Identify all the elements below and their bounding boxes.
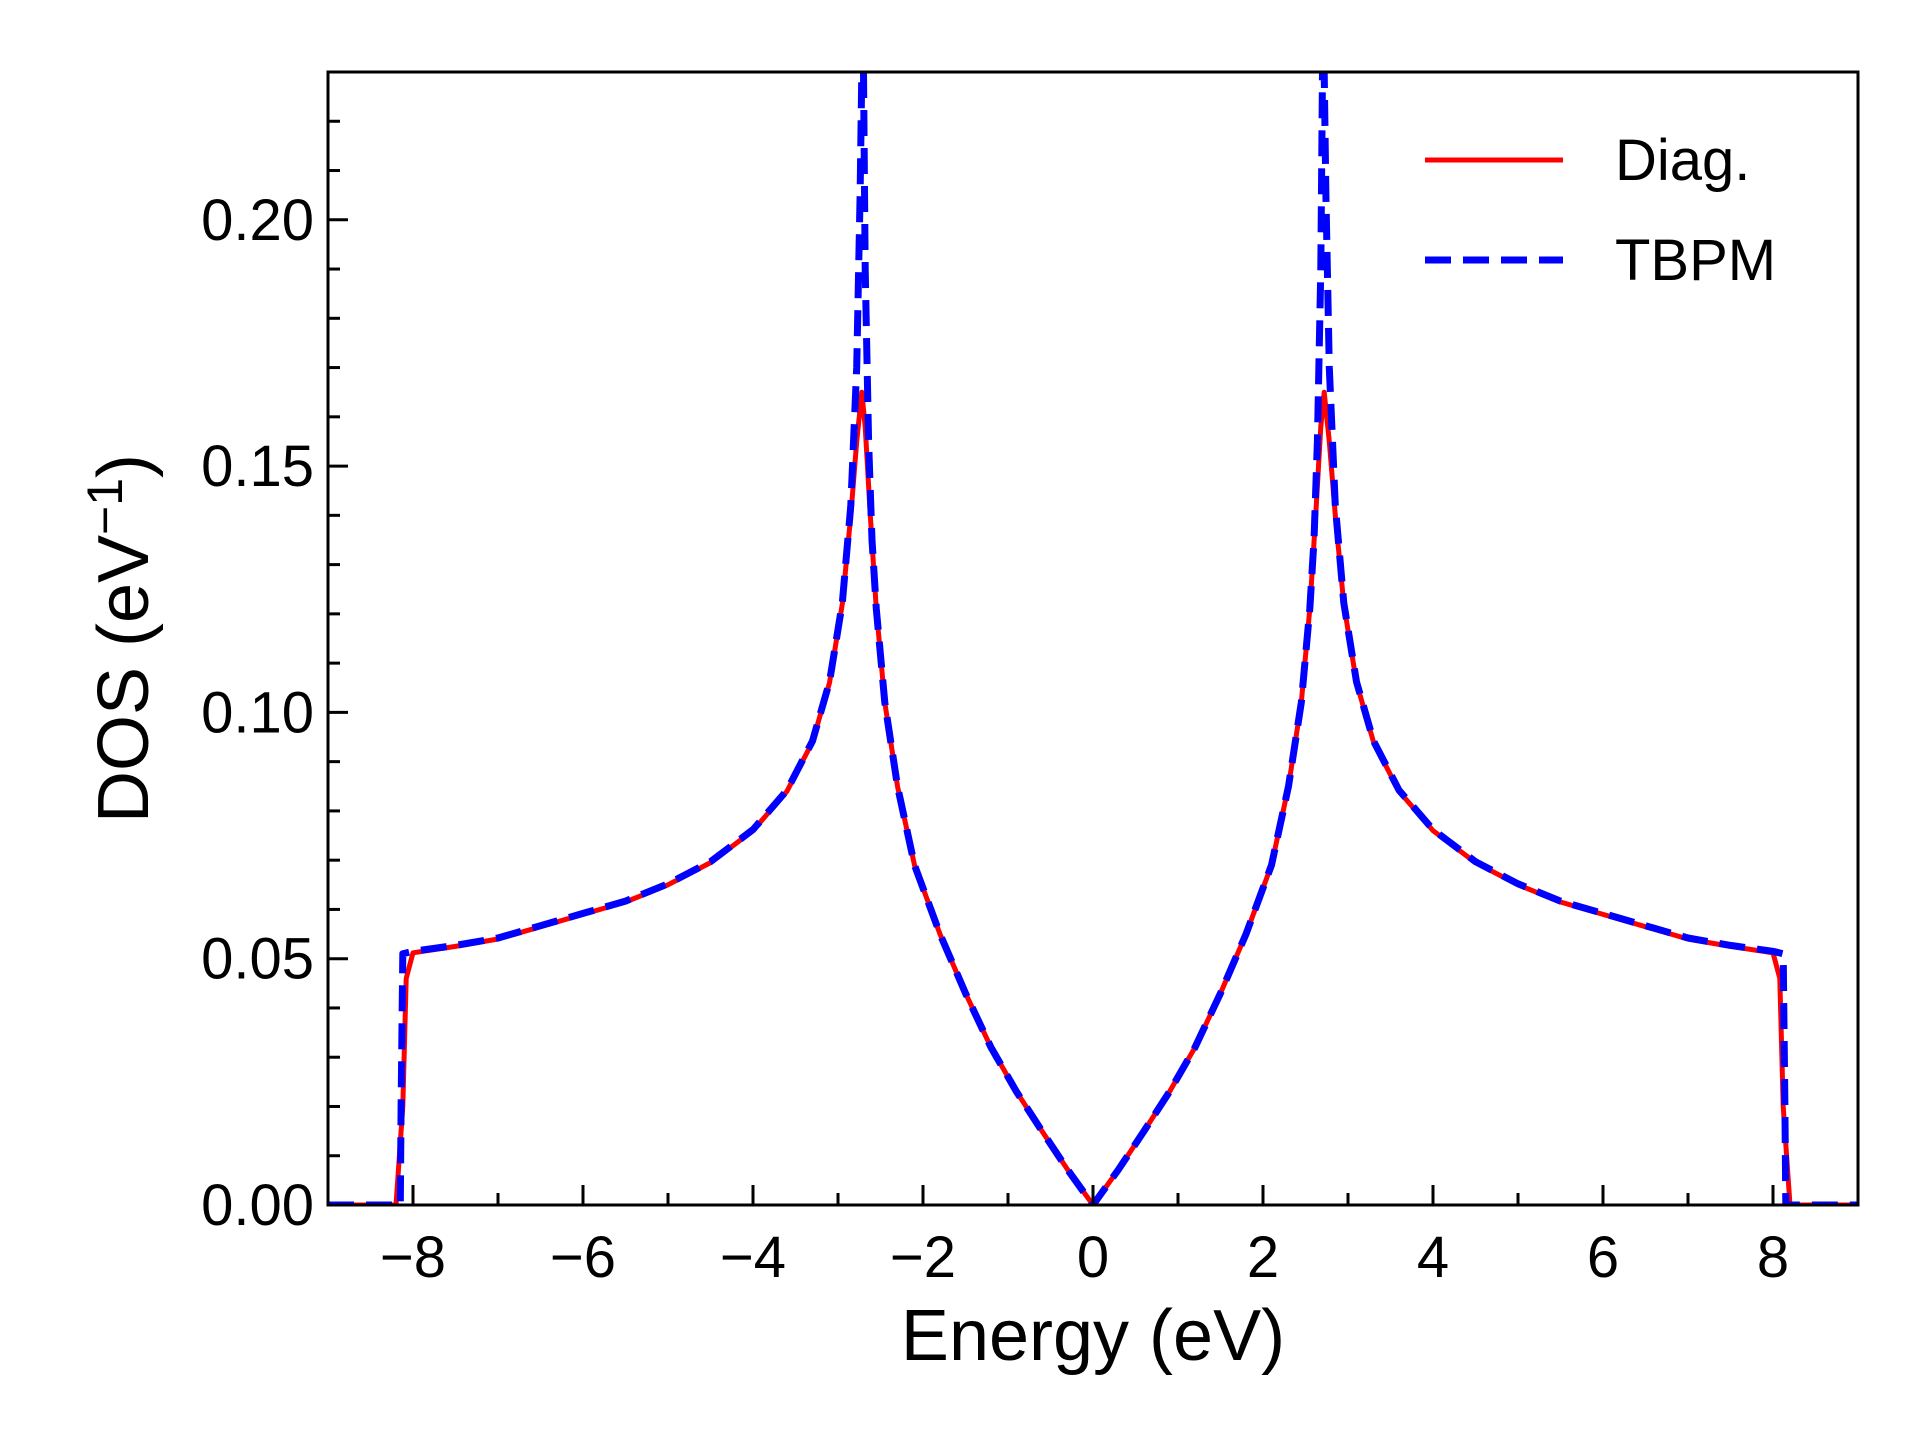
x-tick-label: −4 bbox=[720, 1225, 786, 1290]
series-line-diag bbox=[328, 389, 1858, 1205]
x-tick-label: 4 bbox=[1417, 1225, 1449, 1290]
y-tick-label: 0.10 bbox=[201, 680, 314, 745]
x-axis-ticks: −8 −6 −4 −2 0 2 4 6 8 bbox=[326, 1185, 1860, 1290]
y-tick-label: 0.05 bbox=[201, 927, 314, 992]
x-tick-label: −6 bbox=[550, 1225, 616, 1290]
legend: Diag. TBPM bbox=[1425, 128, 1776, 293]
x-tick-label: 2 bbox=[1247, 1225, 1279, 1290]
y-axis-ticks: 0.00 0.05 0.10 0.15 0.20 bbox=[201, 70, 348, 1238]
x-tick-label: −2 bbox=[890, 1225, 956, 1290]
legend-label: Diag. bbox=[1615, 128, 1750, 193]
legend-label: TBPM bbox=[1615, 228, 1776, 293]
x-tick-label: −8 bbox=[380, 1225, 446, 1290]
x-tick-label: 0 bbox=[1077, 1225, 1109, 1290]
series-line-tbpm bbox=[328, 72, 1858, 1205]
y-tick-label: 0.00 bbox=[201, 1173, 314, 1238]
y-axis-title-superscript: −1 bbox=[77, 478, 133, 535]
y-axis-title-close: ) bbox=[84, 454, 164, 478]
x-axis-title: Energy (eV) bbox=[901, 1296, 1285, 1376]
y-tick-label: 0.20 bbox=[201, 188, 314, 253]
y-tick-label: 0.15 bbox=[201, 434, 314, 499]
x-tick-label: 8 bbox=[1757, 1225, 1789, 1290]
y-axis-title: DOS (eV−1) bbox=[77, 454, 164, 823]
y-axis-title-main: DOS (eV bbox=[84, 535, 164, 823]
x-tick-label: 6 bbox=[1587, 1225, 1619, 1290]
plot-lines bbox=[328, 72, 1858, 1205]
